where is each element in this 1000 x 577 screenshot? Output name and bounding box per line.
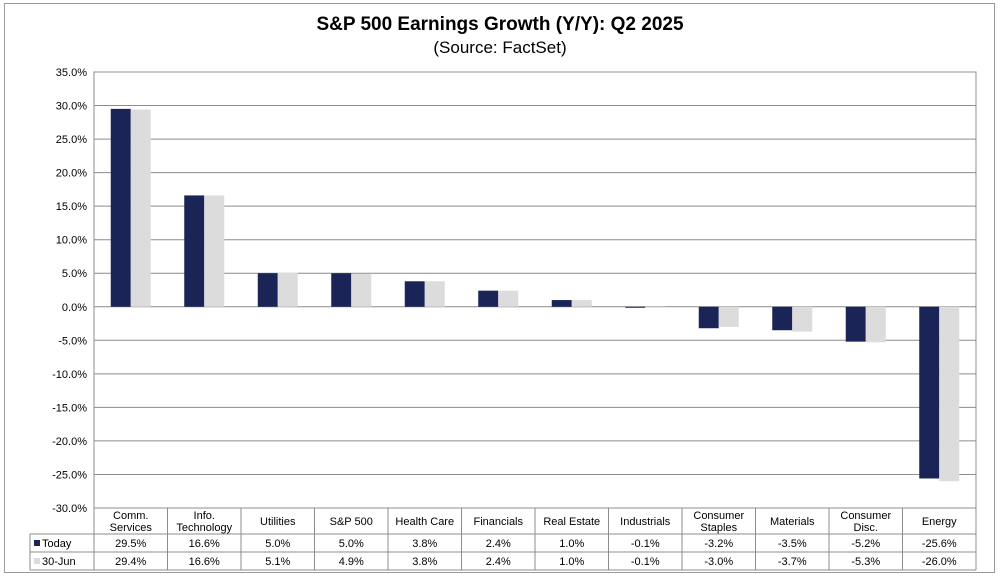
data-label: -3.7% — [778, 556, 807, 568]
bar-today — [551, 300, 572, 307]
bar-30-jun — [718, 306, 739, 327]
data-label: 5.1% — [265, 556, 290, 568]
bar-30-jun — [424, 281, 445, 307]
bar-today — [772, 306, 793, 331]
y-tick-label: 10.0% — [56, 235, 87, 247]
y-tick-label: 20.0% — [56, 168, 87, 180]
data-label: 1.0% — [559, 538, 584, 550]
data-label: 3.8% — [412, 538, 437, 550]
data-label: 4.9% — [339, 556, 364, 568]
bar-today — [257, 273, 278, 307]
chart-title: S&P 500 Earnings Growth (Y/Y): Q2 2025 — [316, 14, 684, 35]
y-tick-label: -5.0% — [58, 335, 87, 347]
data-label: 29.4% — [115, 556, 146, 568]
data-label: -0.1% — [631, 556, 660, 568]
category-label: Comm. — [113, 510, 148, 522]
data-label: -25.6% — [922, 538, 957, 550]
bar-30-jun — [498, 290, 519, 307]
data-label: -3.5% — [778, 538, 807, 550]
category-label: Financials — [473, 516, 523, 528]
bar-30-jun — [277, 272, 298, 307]
y-tick-label: 0.0% — [62, 302, 87, 314]
bar-today — [184, 195, 205, 307]
category-label: Services — [110, 522, 153, 534]
category-label: Info. — [194, 510, 215, 522]
bar-today — [845, 306, 866, 342]
y-tick-label: -15.0% — [52, 402, 87, 414]
bar-today — [110, 108, 131, 307]
data-label: -26.0% — [922, 556, 957, 568]
bar-today — [625, 306, 646, 308]
bar-30-jun — [645, 306, 666, 308]
bar-30-jun — [865, 306, 886, 343]
y-tick-label: 15.0% — [56, 201, 87, 213]
y-tick-label: 5.0% — [62, 268, 87, 280]
bar-30-jun — [204, 195, 225, 307]
data-label: 3.8% — [412, 556, 437, 568]
y-tick-label: -25.0% — [52, 469, 87, 481]
y-tick-label: 35.0% — [56, 67, 87, 79]
data-label: -0.1% — [631, 538, 660, 550]
y-tick-label: -10.0% — [52, 369, 87, 381]
category-label: S&P 500 — [330, 516, 373, 528]
bar-30-jun — [130, 109, 151, 307]
chart-subtitle: (Source: FactSet) — [433, 38, 567, 57]
category-label: Consumer — [693, 510, 744, 522]
y-tick-label: 25.0% — [56, 134, 87, 146]
category-label: Utilities — [260, 516, 296, 528]
category-label: Energy — [922, 516, 957, 528]
legend-label: Today — [42, 538, 72, 550]
y-tick-label: -20.0% — [52, 436, 87, 448]
bar-30-jun — [571, 300, 592, 307]
data-label: 5.0% — [339, 538, 364, 550]
category-label: Materials — [770, 516, 815, 528]
bar-30-jun — [792, 306, 813, 332]
category-label: Health Care — [395, 516, 454, 528]
bar-30-jun — [939, 306, 960, 482]
data-label: 1.0% — [559, 556, 584, 568]
category-label: Consumer — [840, 510, 891, 522]
chart-frame — [4, 3, 995, 573]
y-tick-label: 30.0% — [56, 101, 87, 113]
category-label: Industrials — [620, 516, 671, 528]
data-label: 5.0% — [265, 538, 290, 550]
data-label: -5.2% — [851, 538, 880, 550]
bar-today — [698, 306, 719, 329]
category-label: Disc. — [854, 522, 878, 534]
category-label: Real Estate — [543, 516, 600, 528]
plot-area — [93, 71, 977, 509]
data-label: -5.3% — [851, 556, 880, 568]
category-label: Technology — [176, 522, 232, 534]
data-label: 16.6% — [189, 538, 220, 550]
legend-swatch — [34, 540, 40, 546]
bar-today — [919, 306, 940, 479]
category-label: Staples — [700, 522, 737, 534]
data-label: -3.2% — [704, 538, 733, 550]
data-label: 29.5% — [115, 538, 146, 550]
data-label: -3.0% — [704, 556, 733, 568]
y-tick-label: -30.0% — [52, 503, 87, 515]
data-label: 2.4% — [486, 538, 511, 550]
bar-today — [404, 281, 425, 307]
legend-label: 30-Jun — [42, 556, 76, 568]
bar-30-jun — [351, 273, 372, 307]
bar-today — [331, 273, 352, 307]
bar-today — [478, 290, 499, 307]
legend-swatch — [34, 558, 40, 564]
data-label: 16.6% — [189, 556, 220, 568]
data-label: 2.4% — [486, 556, 511, 568]
